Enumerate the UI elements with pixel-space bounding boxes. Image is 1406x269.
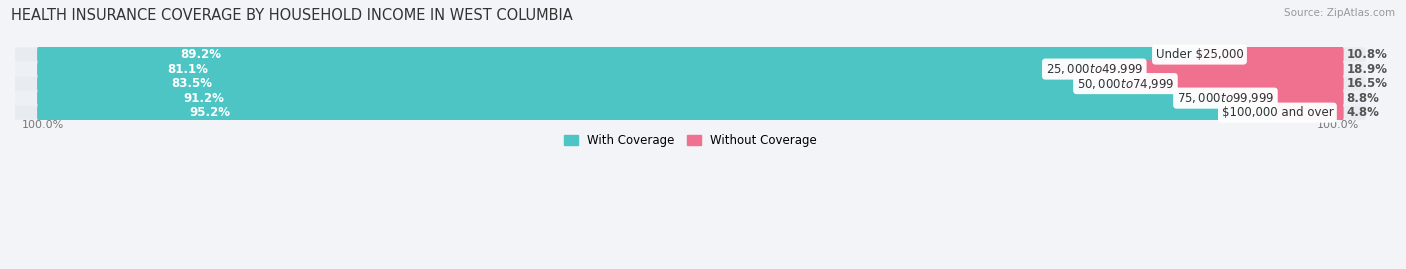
Text: 16.5%: 16.5%	[1346, 77, 1388, 90]
Text: 91.2%: 91.2%	[183, 92, 224, 105]
Text: $100,000 and over: $100,000 and over	[1222, 106, 1333, 119]
Text: 100.0%: 100.0%	[21, 120, 63, 130]
Text: 18.9%: 18.9%	[1346, 63, 1388, 76]
FancyBboxPatch shape	[1222, 89, 1344, 107]
FancyBboxPatch shape	[37, 75, 1129, 93]
Legend: With Coverage, Without Coverage: With Coverage, Without Coverage	[560, 129, 821, 152]
Text: 95.2%: 95.2%	[190, 106, 231, 119]
FancyBboxPatch shape	[1091, 60, 1344, 78]
Text: 89.2%: 89.2%	[180, 48, 221, 61]
FancyBboxPatch shape	[15, 47, 1365, 62]
FancyBboxPatch shape	[37, 104, 1281, 122]
Text: 83.5%: 83.5%	[172, 77, 212, 90]
Text: HEALTH INSURANCE COVERAGE BY HOUSEHOLD INCOME IN WEST COLUMBIA: HEALTH INSURANCE COVERAGE BY HOUSEHOLD I…	[11, 8, 574, 23]
Text: 4.8%: 4.8%	[1346, 106, 1379, 119]
FancyBboxPatch shape	[15, 62, 1365, 76]
FancyBboxPatch shape	[37, 60, 1098, 78]
FancyBboxPatch shape	[15, 91, 1365, 105]
FancyBboxPatch shape	[1122, 75, 1344, 93]
FancyBboxPatch shape	[15, 76, 1365, 91]
Text: Source: ZipAtlas.com: Source: ZipAtlas.com	[1284, 8, 1395, 18]
FancyBboxPatch shape	[15, 105, 1365, 120]
Text: 81.1%: 81.1%	[167, 63, 208, 76]
Text: $75,000 to $99,999: $75,000 to $99,999	[1177, 91, 1274, 105]
FancyBboxPatch shape	[37, 89, 1229, 107]
FancyBboxPatch shape	[1195, 46, 1344, 63]
Text: 8.8%: 8.8%	[1346, 92, 1379, 105]
FancyBboxPatch shape	[37, 46, 1204, 63]
Text: Under $25,000: Under $25,000	[1156, 48, 1243, 61]
Text: $50,000 to $74,999: $50,000 to $74,999	[1077, 77, 1174, 91]
Text: 10.8%: 10.8%	[1346, 48, 1388, 61]
Text: 100.0%: 100.0%	[1317, 120, 1360, 130]
FancyBboxPatch shape	[1274, 104, 1344, 122]
Text: $25,000 to $49,999: $25,000 to $49,999	[1046, 62, 1143, 76]
